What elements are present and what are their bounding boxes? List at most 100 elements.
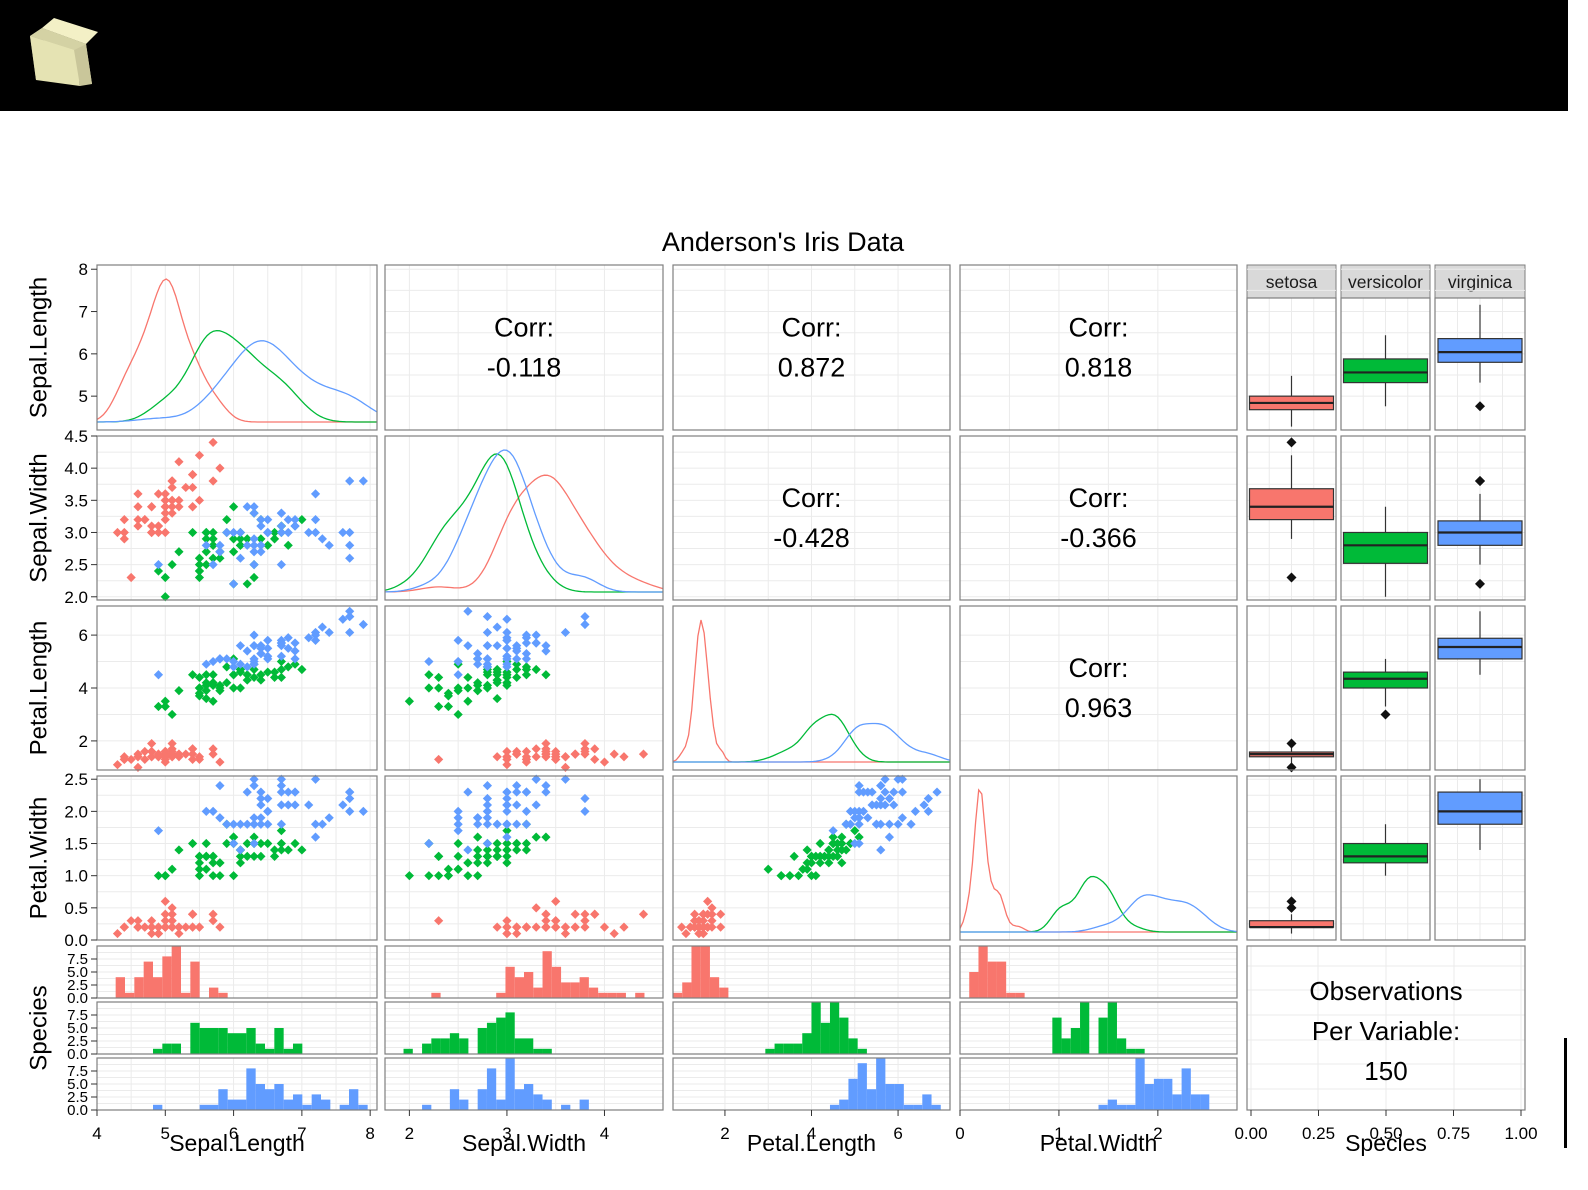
x-axis-Petal.Width: 0 1 2 bbox=[955, 1110, 1163, 1143]
data-point bbox=[824, 858, 834, 868]
data-point bbox=[263, 819, 273, 829]
data-point bbox=[201, 851, 211, 861]
data-point bbox=[512, 787, 522, 797]
data-point bbox=[153, 566, 164, 576]
data-point bbox=[256, 813, 266, 823]
data-point bbox=[424, 670, 434, 680]
tick-label: 7.5 bbox=[67, 1007, 88, 1024]
data-point bbox=[889, 787, 899, 797]
panel-border bbox=[96, 775, 378, 941]
tick-label: 0.0 bbox=[67, 990, 88, 1007]
histogram-bar bbox=[579, 977, 589, 998]
histogram-bar bbox=[440, 1038, 450, 1054]
data-point bbox=[871, 819, 882, 829]
data-point bbox=[194, 864, 205, 874]
data-point bbox=[242, 787, 252, 797]
data-point bbox=[283, 800, 293, 810]
data-point bbox=[167, 495, 177, 505]
tick-label: 0.5 bbox=[64, 899, 88, 918]
tick-label: 0 bbox=[955, 1124, 964, 1143]
data-point bbox=[619, 922, 629, 932]
data-point bbox=[1286, 572, 1297, 583]
data-point bbox=[174, 502, 184, 512]
histogram-bar bbox=[524, 972, 534, 998]
histogram-bar bbox=[1126, 1104, 1136, 1110]
data-point bbox=[502, 627, 512, 638]
data-point bbox=[492, 693, 502, 704]
data-point bbox=[167, 508, 177, 518]
data-point bbox=[473, 678, 483, 688]
histogram-bar bbox=[1181, 1068, 1191, 1110]
tick-label: 7 bbox=[79, 303, 88, 322]
panel-grid bbox=[1247, 946, 1525, 1110]
data-point bbox=[893, 819, 903, 829]
data-point bbox=[502, 838, 512, 849]
data-point bbox=[167, 738, 177, 749]
data-point bbox=[897, 813, 907, 823]
histogram-bar bbox=[561, 1104, 571, 1110]
data-point bbox=[160, 871, 170, 881]
data-point bbox=[133, 502, 143, 512]
x-axis-label-Petal.Width: Petal.Width bbox=[1040, 1130, 1158, 1156]
panel-border bbox=[384, 775, 664, 941]
data-point bbox=[160, 922, 170, 932]
histogram-bar bbox=[829, 1104, 840, 1110]
data-point bbox=[249, 540, 259, 550]
y-axis-Sepal.Length: 5 6 7 8 bbox=[79, 260, 97, 406]
data-point bbox=[482, 851, 493, 861]
data-point bbox=[492, 670, 502, 680]
data-point bbox=[837, 858, 847, 868]
y-axis-Species: 0.02.55.07.50.02.55.07.50.02.55.07.5 bbox=[67, 951, 97, 1119]
data-point bbox=[208, 916, 218, 926]
data-point bbox=[153, 701, 164, 712]
tick-label: 7.5 bbox=[67, 951, 88, 968]
data-point bbox=[889, 800, 899, 810]
data-point bbox=[256, 649, 266, 659]
data-point bbox=[249, 534, 259, 544]
data-point bbox=[140, 515, 150, 525]
data-point bbox=[276, 800, 286, 810]
x-axis-Sepal.Width: 2 3 4 bbox=[405, 1110, 609, 1143]
data-point bbox=[806, 858, 817, 868]
data-point bbox=[841, 845, 851, 855]
data-point bbox=[153, 560, 164, 570]
data-point bbox=[502, 654, 512, 664]
panel-grid bbox=[385, 265, 663, 430]
data-point bbox=[560, 928, 571, 939]
data-point bbox=[551, 916, 561, 926]
data-point bbox=[256, 547, 266, 557]
data-point bbox=[345, 611, 355, 622]
data-point bbox=[832, 845, 843, 855]
histogram-bar bbox=[1116, 1104, 1127, 1110]
data-point bbox=[310, 832, 321, 842]
panel-background bbox=[385, 265, 663, 430]
data-point bbox=[249, 851, 259, 861]
data-point bbox=[153, 527, 164, 538]
facet-strip bbox=[1340, 264, 1431, 299]
observations-line-1: Observations bbox=[1309, 976, 1462, 1006]
data-point bbox=[502, 806, 512, 816]
data-point bbox=[531, 638, 541, 648]
data-point bbox=[531, 752, 541, 762]
histogram-bar bbox=[561, 982, 571, 998]
tick-label: 5 bbox=[79, 387, 88, 406]
data-point bbox=[502, 922, 512, 932]
data-point bbox=[324, 540, 334, 550]
histogram-bar bbox=[246, 1068, 256, 1110]
data-point bbox=[283, 845, 293, 855]
data-point bbox=[201, 806, 211, 816]
histogram-bar bbox=[598, 992, 608, 998]
y-axis-label-Sepal.Length: Sepal.Length bbox=[25, 277, 52, 418]
data-point bbox=[828, 832, 838, 842]
data-point bbox=[521, 819, 532, 829]
histogram-bar bbox=[293, 1043, 303, 1054]
data-point bbox=[358, 619, 368, 630]
data-point bbox=[1286, 738, 1297, 749]
panel-border bbox=[959, 435, 1238, 601]
panel-grid bbox=[724, 606, 899, 770]
histogram-bar bbox=[969, 972, 979, 998]
correlation-value: 0.818 bbox=[1065, 353, 1133, 383]
tick-label: 4.5 bbox=[64, 427, 88, 446]
boxplot-versicolor bbox=[1342, 506, 1429, 597]
panel-border bbox=[384, 1057, 664, 1111]
